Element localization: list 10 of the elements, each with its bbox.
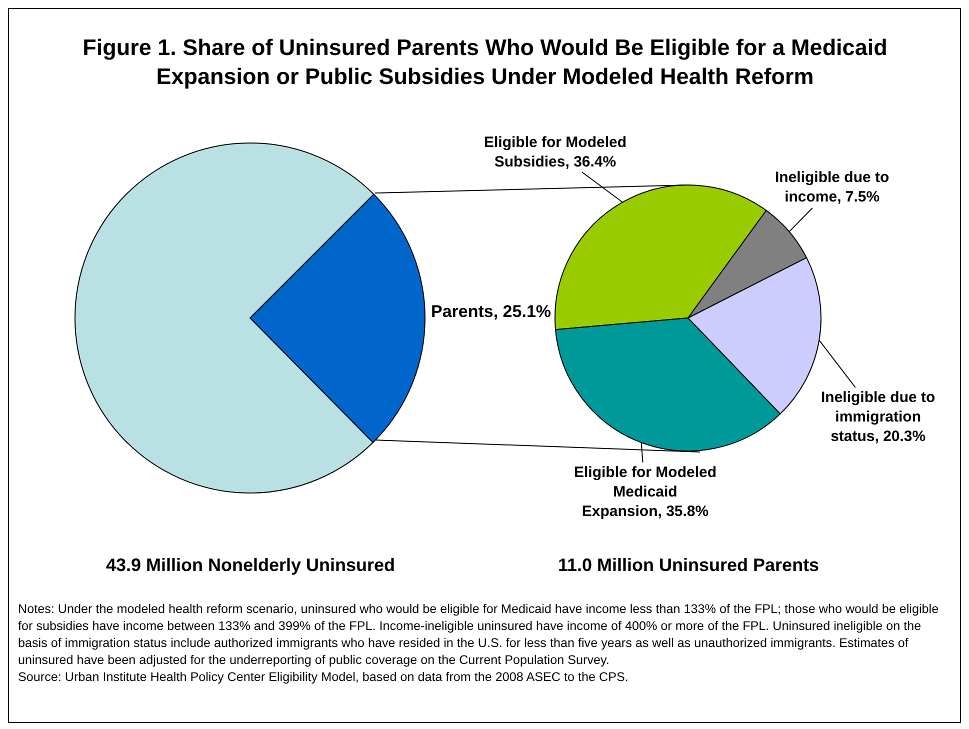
text: 43.9 Million Nonelderly Uninsured [106,555,396,575]
chart-title: Figure 1. Share of Uninsured Parents Who Would Be Eligible for a Medicaid Expansion or Public Subsidies Under Modeled Health Reform [82,34,888,91]
source-note: Source: Urban Institute Health Policy Center Eligibility Model, based on data from the 2008 ASEC to the CPS. [18,670,628,684]
slice-label: Parents, 25.1% [431,302,552,321]
slice-label: Eligible for Modeled Subsidies, 36.4% [484,134,627,170]
text: 11.0 Million Uninsured Parents [558,555,820,575]
slice-label: Ineligible due to immigration status, 20.3% [821,389,936,445]
text: Notes: Under the modeled health reform scenario, uninsured who would be eligible for Medicaid have income less than 133% of the FPL; those who would be eligible for subsidies have income between 133% and 399% of the FPL. Income-ineligible uninsured have income of 400% or more of the FPL. Uninsured ineligible on the basis of immigration status include authorized immigrants who have resided in the U.S. for less than five years as well as unauthorized immigrants. Estimates of uninsured have been adjusted for the underreporting of public coverage on the Current Population Survey. [18,602,939,667]
slice-label: Eligible for Modeled Medicaid Expansion, 35.8% [574,464,717,520]
slice-label: Ineligible due to income, 7.5% [775,169,890,206]
